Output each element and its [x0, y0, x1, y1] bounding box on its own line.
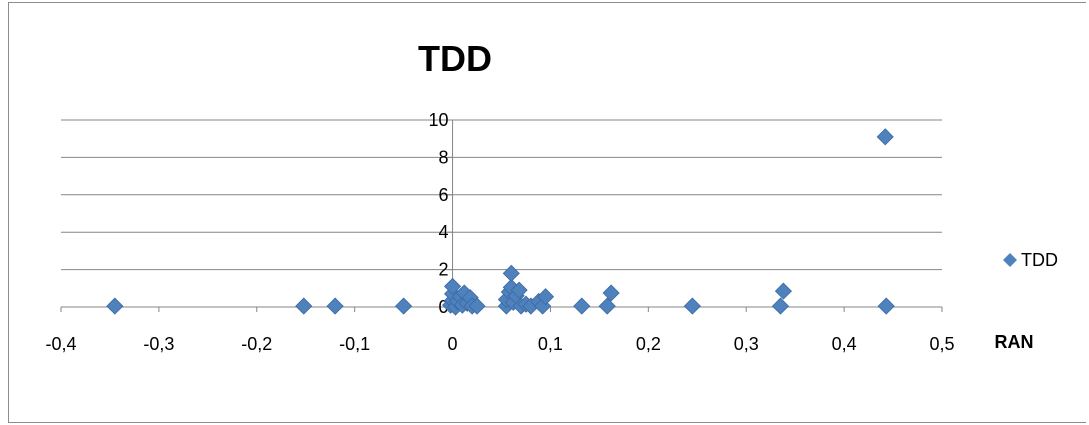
x-tick-label: 0,4: [832, 334, 857, 354]
x-tick-label: 0,3: [734, 334, 759, 354]
data-point: [774, 282, 792, 300]
y-tick-label: 10: [429, 110, 449, 130]
y-tick-label: 8: [439, 147, 449, 167]
data-point: [326, 297, 344, 315]
data-point: [877, 297, 895, 315]
x-tick-label: 0,1: [538, 334, 563, 354]
legend-marker-icon: [1003, 253, 1017, 267]
x-tick-label: -0,1: [339, 334, 370, 354]
x-tick-label: 0,2: [636, 334, 661, 354]
tick-labels: 0 2 4 6 8 10 -0,4 -0,3 -0,2 -0,1 0 0,1 0,2 0,3 0,4 0,5: [45, 110, 954, 354]
scatter-chart: TDD 0 2 4 6 8 10 -0,4 -0,3 -0,2 -0,1 0 0,1 0,2 0,3 0,4…: [45, 38, 1058, 354]
data-point: [395, 297, 413, 315]
data-point: [443, 277, 462, 295]
data-point: [683, 297, 701, 315]
axes: [60, 119, 943, 312]
y-tick-label: 4: [439, 222, 449, 242]
y-tick-label: 0: [439, 297, 449, 317]
y-tick-label: 2: [439, 260, 449, 280]
chart-area: TDD 0 2 4 6 8 10 -0,4 -0,3 -0,2 -0,1 0 0,1 0,2 0,3 0,4…: [8, 2, 1086, 423]
y-tick-label: 6: [439, 185, 449, 205]
data-point: [771, 297, 790, 315]
data-point: [573, 297, 591, 315]
x-axis-title: RAN: [995, 332, 1034, 352]
data-point: [295, 297, 313, 315]
data-points: [106, 128, 895, 316]
data-point: [510, 281, 528, 299]
data-point: [502, 264, 520, 282]
data-point: [468, 297, 486, 315]
chart-title: TDD: [418, 38, 492, 79]
x-tick-label: 0: [448, 334, 458, 354]
data-point: [876, 128, 894, 146]
x-tick-label: 0,5: [929, 334, 954, 354]
legend: TDD: [1003, 250, 1058, 270]
data-point: [598, 297, 616, 315]
data-point: [106, 297, 124, 315]
data-point: [602, 284, 620, 302]
x-tick-label: -0,2: [241, 334, 272, 354]
data-point: [536, 288, 555, 306]
x-tick-label: -0,3: [143, 334, 174, 354]
gridlines: [61, 119, 942, 271]
legend-label: TDD: [1021, 250, 1058, 270]
x-tick-label: -0,4: [45, 334, 76, 354]
